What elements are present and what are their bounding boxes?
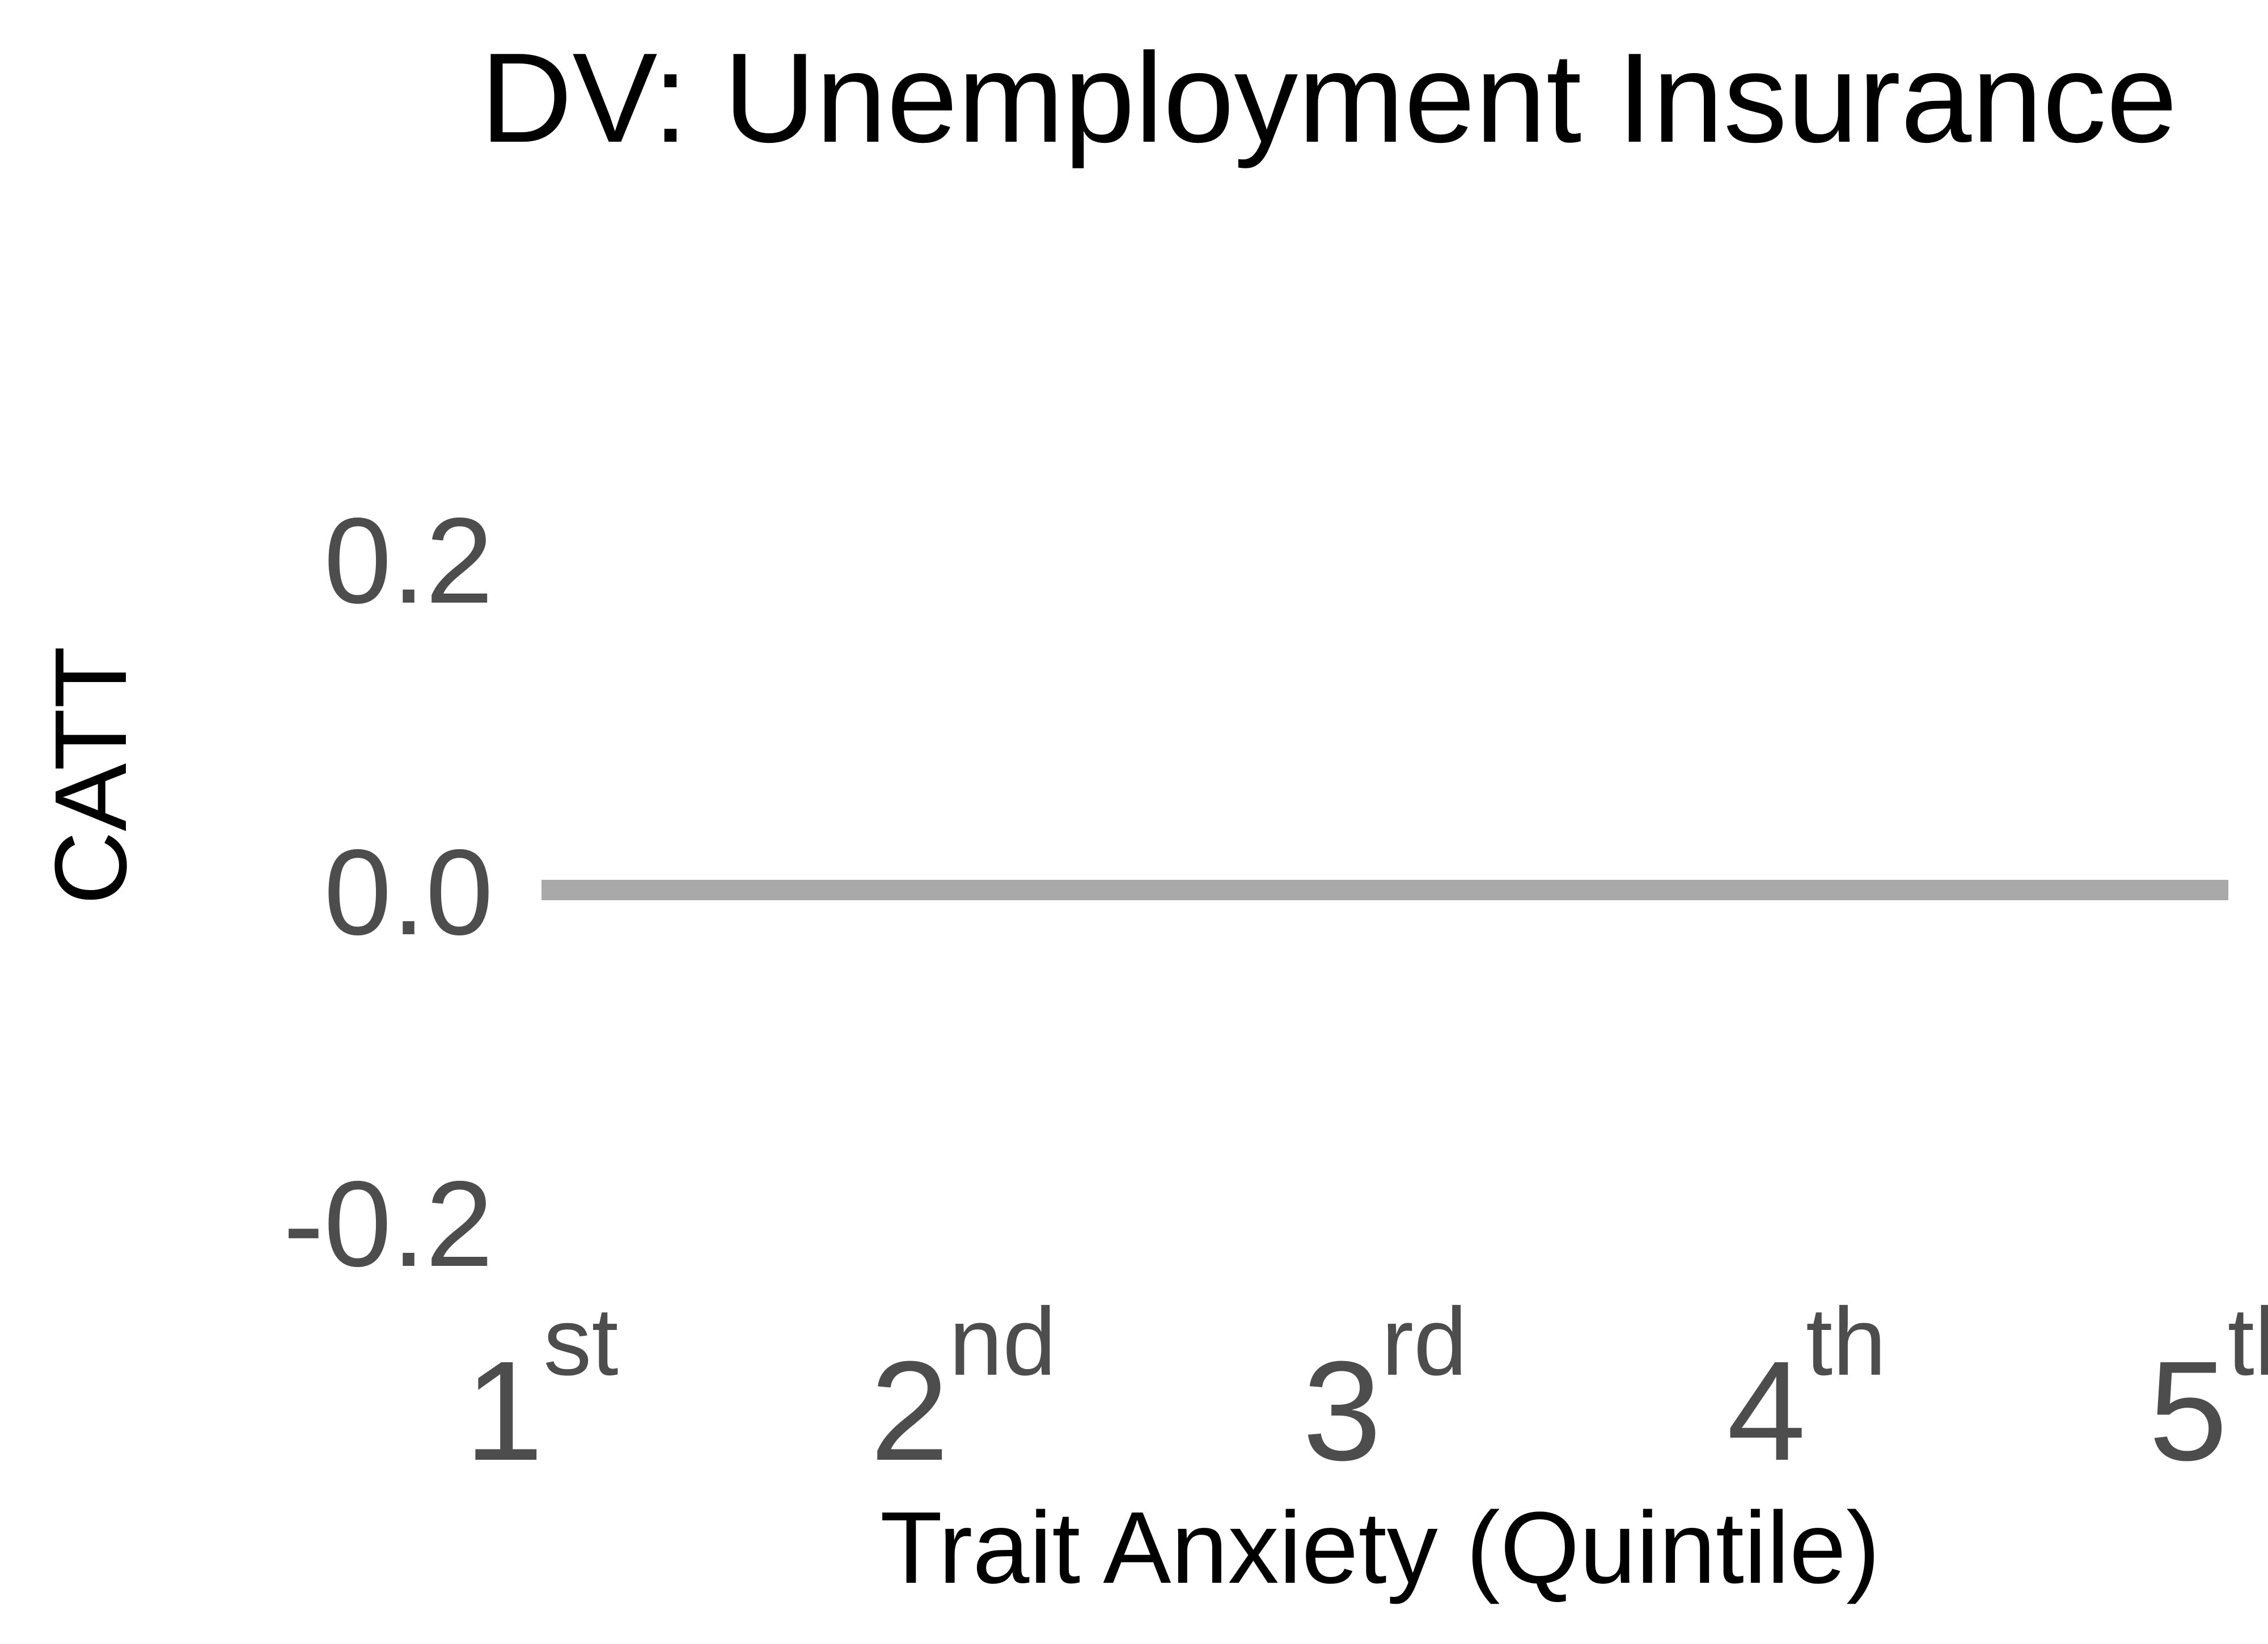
x-tick-base: 2	[870, 1332, 949, 1490]
x-tick-label: 4th	[1727, 1288, 1886, 1490]
x-tick-labels: 1st2nd3rd4th5th	[464, 1288, 2268, 1490]
y-axis-title: CATT	[34, 646, 148, 905]
x-tick-suffix: nd	[949, 1288, 1056, 1396]
x-tick-suffix: rd	[1381, 1288, 1467, 1396]
chart-title: DV: Unemployment Insurance	[480, 26, 2177, 169]
y-tick-label: -0.2	[284, 1155, 493, 1292]
x-tick-base: 5	[2149, 1332, 2228, 1490]
y-tick-labels: 0.2 0.0 -0.2	[284, 492, 493, 1292]
y-tick-label: 0.0	[324, 824, 493, 960]
x-tick-suffix: th	[2228, 1288, 2268, 1396]
x-axis-title: Trait Anxiety (Quintile)	[880, 1491, 1880, 1605]
x-tick-label: 2nd	[870, 1288, 1056, 1490]
x-tick-base: 4	[1727, 1332, 1806, 1490]
x-tick-label: 1st	[464, 1288, 618, 1490]
x-tick-base: 1	[464, 1332, 543, 1490]
x-tick-suffix: st	[543, 1288, 618, 1396]
x-tick-label: 3rd	[1302, 1288, 1467, 1490]
y-tick-label: 0.2	[324, 492, 493, 629]
x-tick-label: 5th	[2149, 1288, 2268, 1490]
x-tick-suffix: th	[1806, 1288, 1886, 1396]
x-tick-base: 3	[1302, 1332, 1381, 1490]
